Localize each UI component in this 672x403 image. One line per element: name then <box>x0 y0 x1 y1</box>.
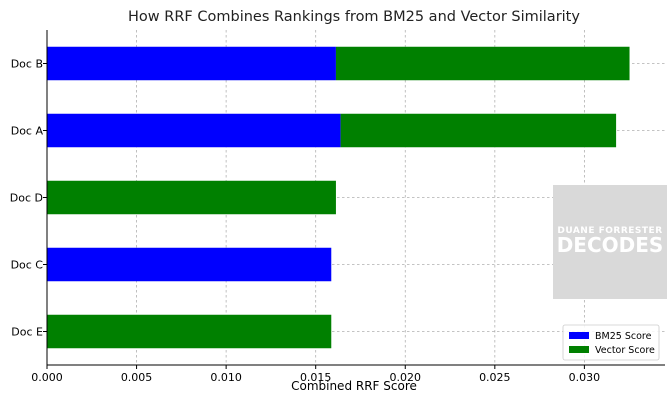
watermark-line1: DUANE FORRESTER <box>557 226 662 236</box>
x-axis-title: Combined RRF Score <box>291 379 417 393</box>
legend: BM25 Score Vector Score <box>562 324 660 361</box>
bar-doc-c-bm25 <box>47 247 332 282</box>
watermark-background <box>553 185 667 299</box>
x-tick-label: 0.020 <box>390 371 422 384</box>
watermark-logo: DUANE FORRESTER DECODES <box>553 185 667 299</box>
legend-swatch-vector <box>569 346 589 353</box>
chart-title: How RRF Combines Rankings from BM25 and … <box>128 9 580 25</box>
bar-doc-d-vector <box>47 180 336 215</box>
bars <box>47 46 630 349</box>
y-tick-label: Doc D <box>10 192 43 205</box>
axes <box>43 30 665 369</box>
x-tick-label: 0.025 <box>479 371 511 384</box>
tick-labels: 0.000 0.005 0.010 0.015 0.020 0.025 0.030 Doc B… <box>10 58 600 385</box>
watermark-line2: DECODES <box>557 233 664 257</box>
x-tick-label: 0.005 <box>121 371 153 384</box>
legend-swatch-bm25 <box>569 332 589 339</box>
y-tick-label: Doc A <box>11 125 44 138</box>
bar-doc-b-bm25 <box>47 46 336 81</box>
bar-doc-a-vector <box>340 113 617 148</box>
bar-doc-b-vector <box>335 46 630 81</box>
legend-label-bm25: BM25 Score <box>595 331 652 342</box>
x-tick-label: 0.000 <box>31 371 63 384</box>
x-tick-label: 0.010 <box>210 371 242 384</box>
y-tick-label: Doc B <box>11 58 43 71</box>
legend-label-vector: Vector Score <box>595 345 655 356</box>
bar-doc-e-vector <box>47 314 332 349</box>
y-tick-label: Doc C <box>11 259 44 272</box>
x-tick-label: 0.030 <box>569 371 601 384</box>
x-tick-label: 0.015 <box>300 371 332 384</box>
bar-doc-a-bm25 <box>47 113 341 148</box>
y-tick-label: Doc E <box>11 326 43 339</box>
